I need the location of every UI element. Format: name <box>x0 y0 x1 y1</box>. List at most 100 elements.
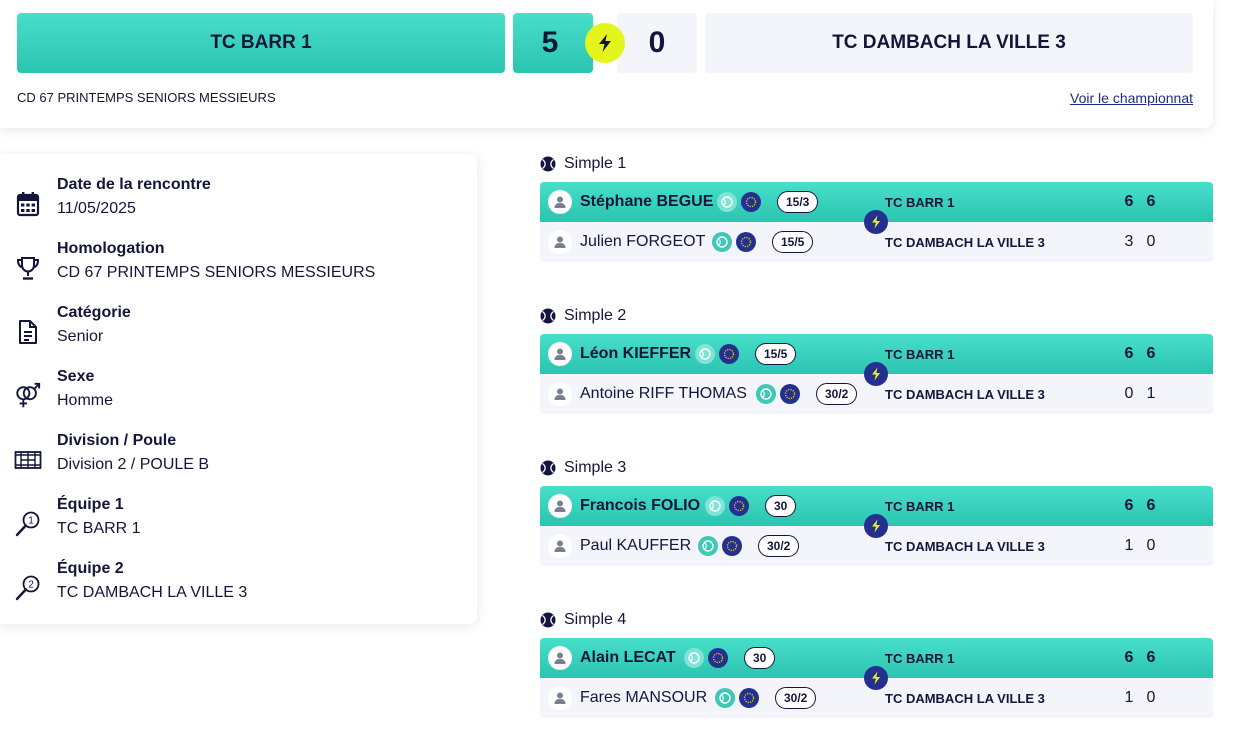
court-icon <box>14 446 42 474</box>
eu-badge-icon <box>729 496 749 516</box>
player-name[interactable]: Francois FOLIO <box>580 497 701 514</box>
info-team2: 2 Équipe 2 TC DAMBACH LA VILLE 3 <box>0 560 477 610</box>
set-score: 6 <box>1146 193 1156 210</box>
avatar-icon <box>548 342 572 366</box>
info-category: Catégorie Senior <box>0 304 477 354</box>
match-title-text: Simple 3 <box>564 459 627 476</box>
match-simple-1: Simple 1 Stéphane BEGUE 15/3 TC BARR 1 6… <box>540 154 1213 266</box>
tennis-badge-icon <box>715 688 735 708</box>
info-homologation: Homologation CD 67 PRINTEMPS SENIORS MES… <box>0 240 477 290</box>
tennis-badge-icon <box>695 344 715 364</box>
eu-badge-icon <box>780 384 800 404</box>
svg-text:1: 1 <box>28 516 34 527</box>
info-division-value: Division 2 / POULE B <box>57 456 210 473</box>
winner-bolt-icon <box>864 666 888 690</box>
tennis-badge-icon <box>698 536 718 556</box>
player-club: TC BARR 1 <box>885 498 955 514</box>
player-club: TC BARR 1 <box>885 194 955 210</box>
player-badges <box>715 687 759 709</box>
player-name[interactable]: Antoine RIFF THOMAS <box>580 385 747 402</box>
match-title: Simple 1 <box>540 154 626 174</box>
set-score: 6 <box>1146 497 1156 514</box>
player-badges <box>705 495 749 517</box>
player-club: TC DAMBACH LA VILLE 3 <box>885 538 1045 554</box>
set-score: 1 <box>1124 537 1134 554</box>
player-name[interactable]: Fares MANSOUR <box>580 689 708 706</box>
player-badges <box>695 343 739 365</box>
info-division: Division / Poule Division 2 / POULE B <box>0 432 477 482</box>
avatar-icon <box>548 382 572 406</box>
info-team1-label: Équipe 1 <box>57 496 124 513</box>
match-simple-3: Simple 3 Francois FOLIO 30 TC BARR 1 6 6… <box>540 458 1213 570</box>
player-name[interactable]: Stéphane BEGUE <box>580 193 714 210</box>
calendar-icon <box>14 190 42 218</box>
player-club: TC DAMBACH LA VILLE 3 <box>885 386 1045 402</box>
ranking-badge: 30/2 <box>775 687 817 709</box>
tennis-ball-icon <box>540 460 556 476</box>
set-score: 1 <box>1124 689 1134 706</box>
away-score: 0 <box>617 13 697 73</box>
player-name[interactable]: Julien FORGEOT <box>580 233 706 250</box>
avatar-icon <box>548 534 572 558</box>
info-homologation-value: CD 67 PRINTEMPS SENIORS MESSIEURS <box>57 264 376 281</box>
info-date: Date de la rencontre 11/05/2025 <box>0 176 477 226</box>
player-name[interactable]: Alain LECAT <box>580 649 676 666</box>
tennis-ball-icon <box>540 612 556 628</box>
info-date-value: 11/05/2025 <box>57 200 136 217</box>
eu-badge-icon <box>722 536 742 556</box>
player-badges <box>712 231 756 253</box>
home-score-value: 5 <box>541 26 559 59</box>
tennis-badge-icon <box>684 648 704 668</box>
avatar-icon <box>548 190 572 214</box>
tennis-ball-icon <box>540 308 556 324</box>
winner-bolt-icon <box>864 362 888 386</box>
ranking-badge: 30/2 <box>816 383 858 405</box>
eu-badge-icon <box>736 232 756 252</box>
set-score: 0 <box>1146 689 1156 706</box>
view-championship-link[interactable]: Voir le championnat <box>1070 90 1193 106</box>
info-sex: Sexe Homme <box>0 368 477 418</box>
ranking-badge: 15/5 <box>755 343 797 365</box>
player-badges <box>684 647 728 669</box>
info-team2-value: TC DAMBACH LA VILLE 3 <box>57 584 248 601</box>
ranking-badge: 15/5 <box>772 231 814 253</box>
match-header: TC BARR 1 5 0 TC DAMBACH LA VILLE 3 CD 6… <box>0 0 1213 128</box>
set-score: 6 <box>1146 345 1156 362</box>
tennis-badge-icon <box>756 384 776 404</box>
player-name[interactable]: Léon KIEFFER <box>580 345 692 362</box>
home-score: 5 <box>513 13 593 73</box>
avatar-icon <box>548 686 572 710</box>
match-title: Simple 2 <box>540 306 626 326</box>
player-club: TC BARR 1 <box>885 346 955 362</box>
gender-icon <box>14 382 42 410</box>
info-category-label: Catégorie <box>57 304 131 321</box>
set-score: 0 <box>1146 233 1156 250</box>
winner-row[interactable]: Léon KIEFFER 15/5 TC BARR 1 6 6 <box>540 334 1213 374</box>
set-score: 6 <box>1146 649 1156 666</box>
match-title: Simple 3 <box>540 458 626 478</box>
avatar-icon <box>548 494 572 518</box>
svg-text:2: 2 <box>28 580 34 591</box>
info-team1: 1 Équipe 1 TC BARR 1 <box>0 496 477 546</box>
tennis-badge-icon <box>717 192 737 212</box>
ranking-badge: 15/3 <box>777 191 819 213</box>
avatar-icon <box>548 230 572 254</box>
avatar-icon <box>548 646 572 670</box>
player-name[interactable]: Paul KAUFFER <box>580 537 692 554</box>
eu-badge-icon <box>719 344 739 364</box>
tennis-badge-icon <box>705 496 725 516</box>
eu-badge-icon <box>739 688 759 708</box>
tennis-ball-icon <box>540 156 556 172</box>
info-team1-value: TC BARR 1 <box>57 520 141 537</box>
match-simple-4: Simple 4 Alain LECAT 30 TC BARR 1 6 6 Fa… <box>540 610 1213 722</box>
info-date-label: Date de la rencontre <box>57 176 211 193</box>
eu-badge-icon <box>741 192 761 212</box>
ranking-badge: 30 <box>765 495 797 517</box>
player-club: TC BARR 1 <box>885 650 955 666</box>
player-club: TC DAMBACH LA VILLE 3 <box>885 690 1045 706</box>
racket-1-icon: 1 <box>14 510 42 538</box>
set-score: 0 <box>1146 537 1156 554</box>
loser-row[interactable]: Fares MANSOUR 30/2 TC DAMBACH LA VILLE 3… <box>540 678 1213 718</box>
eu-badge-icon <box>708 648 728 668</box>
player-badges <box>698 535 742 557</box>
